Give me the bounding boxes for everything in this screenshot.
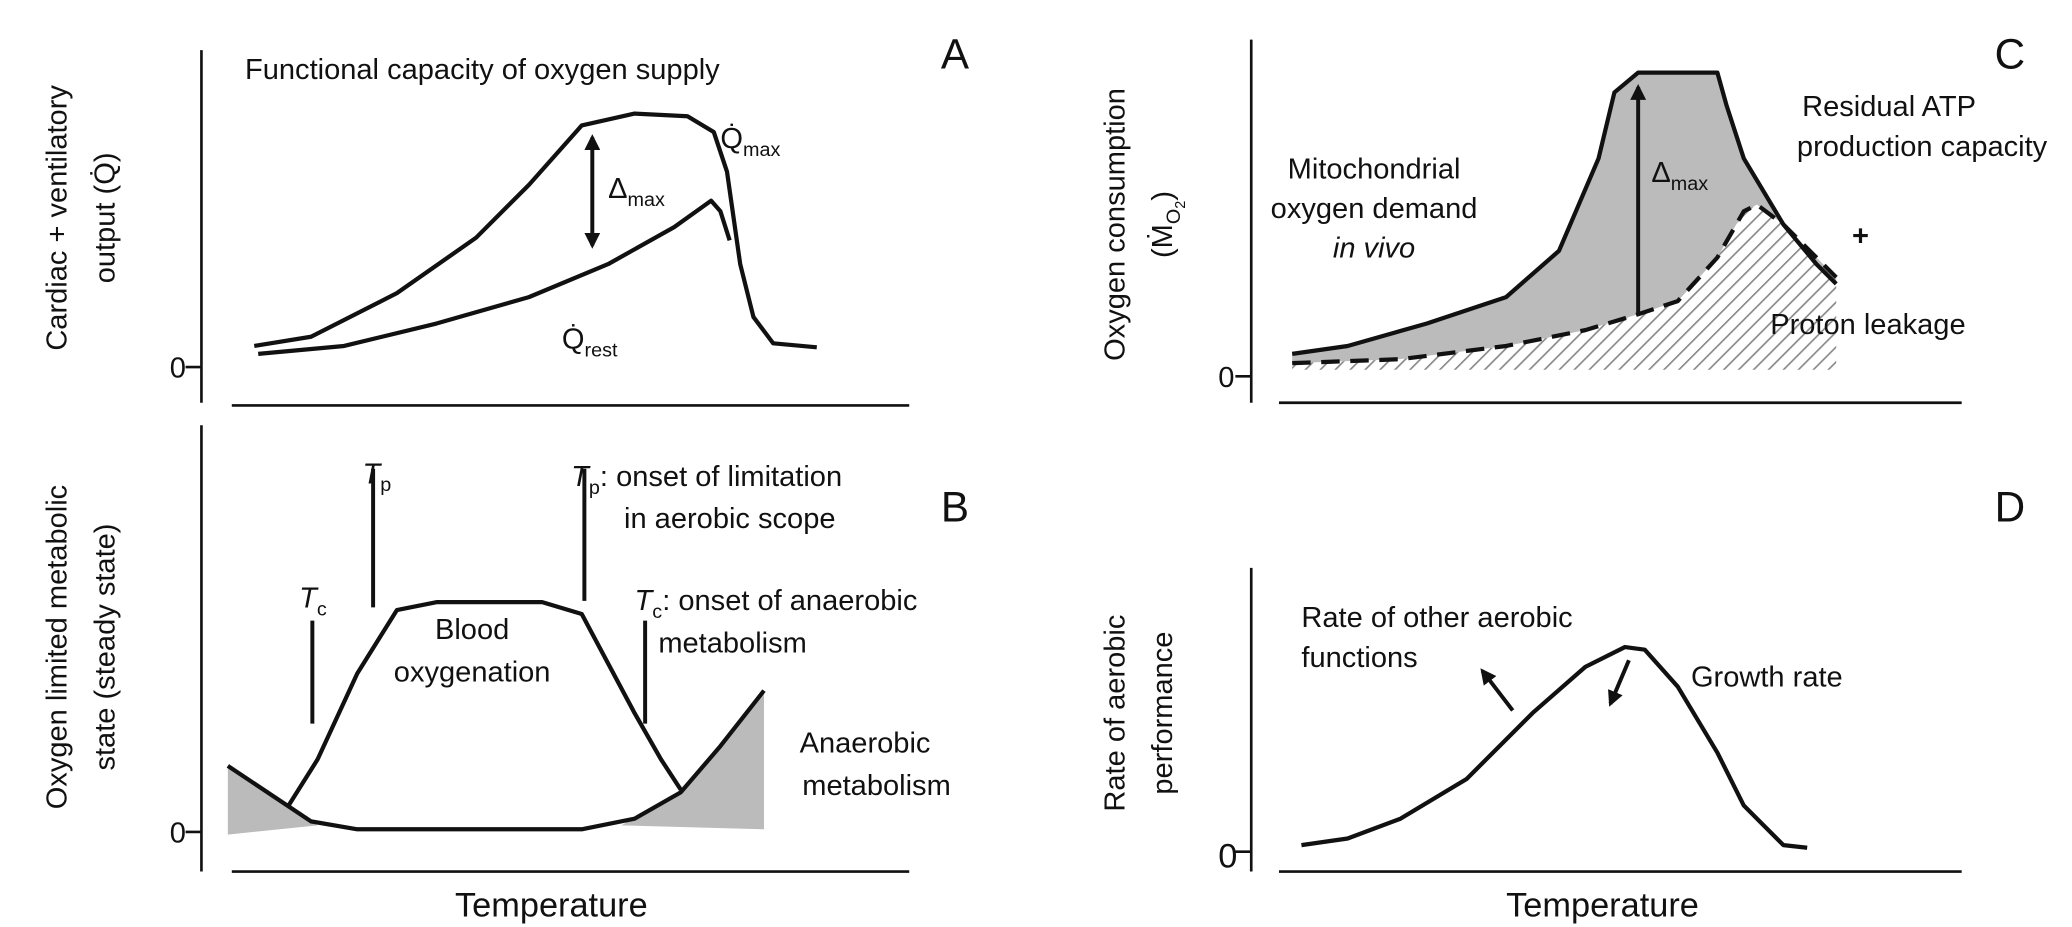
arrow <box>1480 668 1515 712</box>
x-label: Temperature <box>455 886 648 924</box>
tc-note: metabolism <box>658 627 807 659</box>
tc-label: Tc <box>299 582 327 620</box>
anaerobic-label: metabolism <box>802 770 951 802</box>
residual-label: production capacity <box>1797 131 2048 163</box>
x-label: Temperature <box>1506 886 1699 924</box>
zero-label: 0 <box>170 353 186 385</box>
y-label: Rate of aerobic <box>1099 615 1131 812</box>
q-max-label: Q̇max <box>720 123 780 161</box>
blood-label: oxygenation <box>394 656 551 688</box>
axes <box>1235 567 1962 873</box>
delta-label: Δmax <box>1651 157 1708 195</box>
panel-a: 0 Cardiac + ventilatory output (Q̇) Func… <box>42 31 970 407</box>
y-label: Cardiac + ventilatory <box>42 85 74 351</box>
threshold-markers <box>310 468 648 724</box>
q-max-curve <box>253 111 817 350</box>
tp-note: in aerobic scope <box>624 503 836 535</box>
panel-letter: D <box>1995 484 2026 531</box>
tp-note: Tp: onset of limitation <box>571 461 842 499</box>
lower-curve <box>226 689 766 832</box>
demand-curve <box>1291 70 1838 356</box>
demand-label: oxygen demand <box>1271 193 1478 225</box>
zero-label: 0 <box>170 817 186 849</box>
arrow <box>1608 659 1631 707</box>
axes <box>185 50 910 407</box>
delta-label: Δmax <box>608 173 665 211</box>
axes <box>185 425 910 873</box>
leak-label: Proton leakage <box>1770 309 1965 341</box>
residual-label: Residual ATP <box>1802 91 1976 123</box>
anaerobic-label: Anaerobic <box>800 728 931 760</box>
title: Functional capacity of oxygen supply <box>245 54 720 86</box>
proton-leak-area <box>1292 204 1837 370</box>
zero-label: 0 <box>1218 838 1237 876</box>
panel-b: 0 Oxygen limited metabolic state (steady… <box>42 425 969 924</box>
blood-label: Blood <box>435 614 509 646</box>
residual-curve <box>1292 202 1838 366</box>
tp-label: Tp <box>363 458 392 496</box>
demand-label: Mitochondrial <box>1288 153 1461 185</box>
zero-label: 0 <box>1218 362 1234 394</box>
demand-label: in vivo <box>1333 233 1415 265</box>
panel-letter: C <box>1995 31 2026 78</box>
growth-label: Growth rate <box>1691 662 1843 694</box>
axes <box>1235 39 1962 405</box>
oxygenation-curve <box>286 600 683 807</box>
y-label: state (steady state) <box>89 524 121 771</box>
y-label: Oxygen limited metabolic <box>42 485 74 810</box>
anaerobic-area <box>621 690 764 830</box>
plus-sign: + <box>1852 221 1869 253</box>
y-label: performance <box>1147 632 1179 795</box>
y-label: (ṀO2) <box>1146 191 1189 258</box>
performance-curve <box>1301 644 1808 850</box>
panel-d: 0 Rate of aerobic performance D Rate of … <box>1099 484 2025 925</box>
oxygen-demand-area <box>1292 72 1837 364</box>
y-label: output (Q̇) <box>89 152 121 283</box>
tc-note: Tc: onset of anaerobic <box>635 585 918 623</box>
q-rest-label: Q̇rest <box>562 323 618 361</box>
panel-c: 0 Oxygen consumption (ṀO2) C Δmax Mitoch… <box>1099 31 2048 405</box>
y-label: Oxygen consumption <box>1099 88 1131 361</box>
other-label: Rate of other aerobic <box>1301 602 1572 634</box>
panel-letter: A <box>941 31 970 78</box>
other-label: functions <box>1301 642 1417 674</box>
panel-letter: B <box>941 484 969 531</box>
q-rest-curve <box>258 198 732 357</box>
